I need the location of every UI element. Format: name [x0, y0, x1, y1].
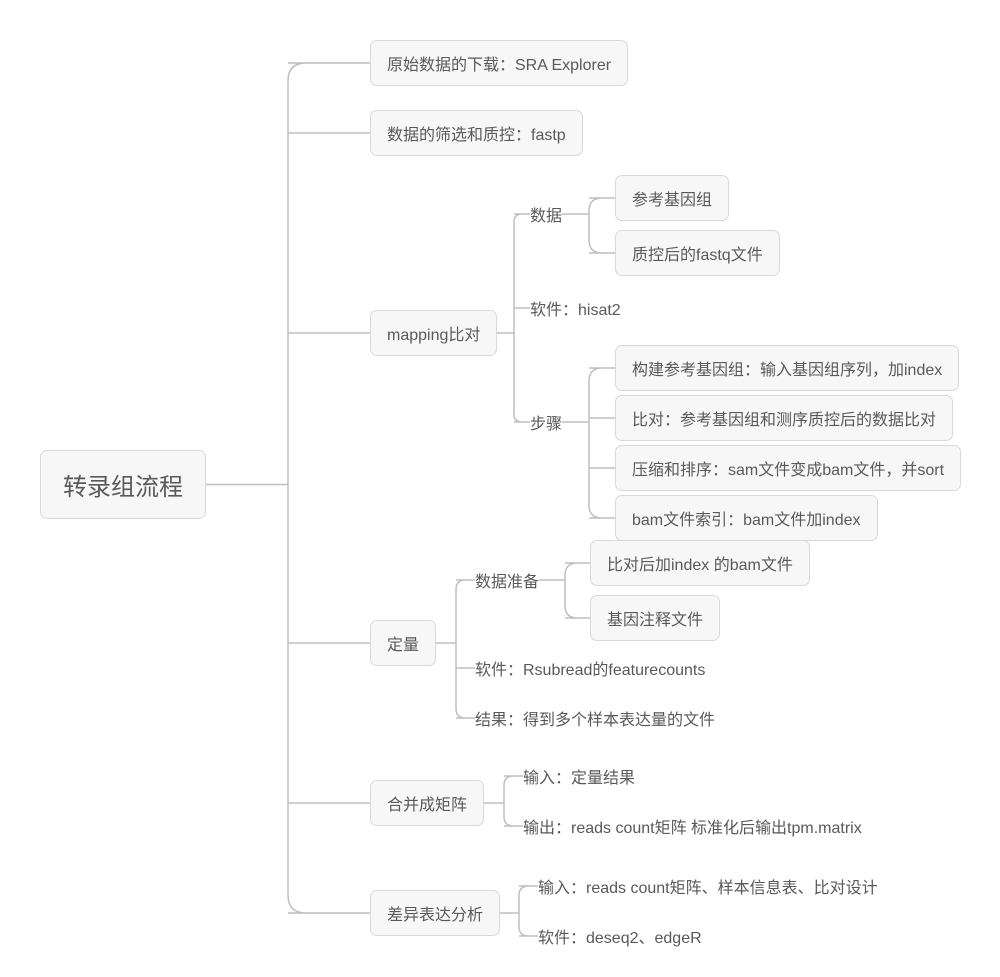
- node-ref-genome[interactable]: 参考基因组: [615, 175, 729, 221]
- label-matrix-out: 输出：reads count矩阵 标准化后输出tpm.matrix: [523, 814, 862, 838]
- node-step-build[interactable]: 构建参考基因组：输入基因组序列，加index: [615, 345, 959, 391]
- node-quant[interactable]: 定量: [370, 620, 436, 666]
- label-matrix-in: 输入：定量结果: [523, 764, 635, 788]
- node-gene-annot[interactable]: 基因注释文件: [590, 595, 720, 641]
- node-download[interactable]: 原始数据的下载：SRA Explorer: [370, 40, 628, 86]
- node-qc[interactable]: 数据的筛选和质控：fastp: [370, 110, 583, 156]
- node-step-sort[interactable]: 压缩和排序：sam文件变成bam文件，并sort: [615, 445, 961, 491]
- node-fastq[interactable]: 质控后的fastq文件: [615, 230, 780, 276]
- label-quant-prep: 数据准备: [475, 568, 539, 592]
- label-dea-soft: 软件：deseq2、edgeR: [538, 924, 702, 948]
- node-matrix[interactable]: 合并成矩阵: [370, 780, 484, 826]
- node-dea[interactable]: 差异表达分析: [370, 890, 500, 936]
- label-mapping-steps: 步骤: [530, 410, 562, 434]
- root-node[interactable]: 转录组流程: [40, 450, 206, 519]
- mindmap-canvas: 转录组流程 原始数据的下载：SRA Explorer 数据的筛选和质控：fast…: [20, 20, 1000, 957]
- label-quant-soft: 软件：Rsubread的featurecounts: [475, 656, 705, 680]
- node-bam-indexed[interactable]: 比对后加index 的bam文件: [590, 540, 810, 586]
- label-mapping-soft: 软件：hisat2: [530, 296, 621, 320]
- node-step-index[interactable]: bam文件索引：bam文件加index: [615, 495, 878, 541]
- label-mapping-data: 数据: [530, 202, 562, 226]
- node-mapping[interactable]: mapping比对: [370, 310, 497, 356]
- node-step-align[interactable]: 比对：参考基因组和测序质控后的数据比对: [615, 395, 953, 441]
- label-quant-result: 结果：得到多个样本表达量的文件: [475, 706, 715, 730]
- label-dea-in: 输入：reads count矩阵、样本信息表、比对设计: [538, 874, 878, 898]
